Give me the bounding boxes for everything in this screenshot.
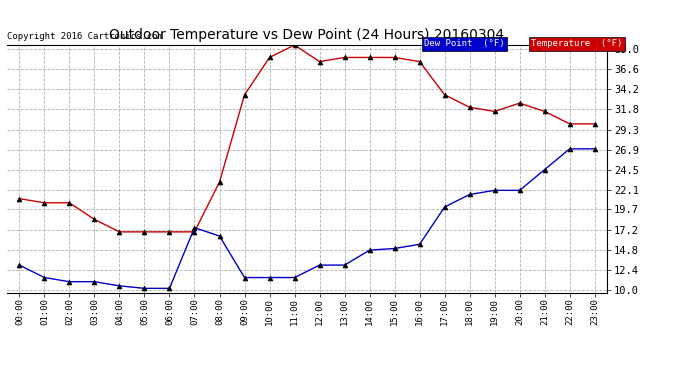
Title: Outdoor Temperature vs Dew Point (24 Hours) 20160304: Outdoor Temperature vs Dew Point (24 Hou… [110, 28, 504, 42]
Text: Copyright 2016 Cartronics.com: Copyright 2016 Cartronics.com [7, 32, 163, 41]
Text: Dew Point  (°F): Dew Point (°F) [424, 39, 505, 48]
Text: Temperature  (°F): Temperature (°F) [531, 39, 622, 48]
